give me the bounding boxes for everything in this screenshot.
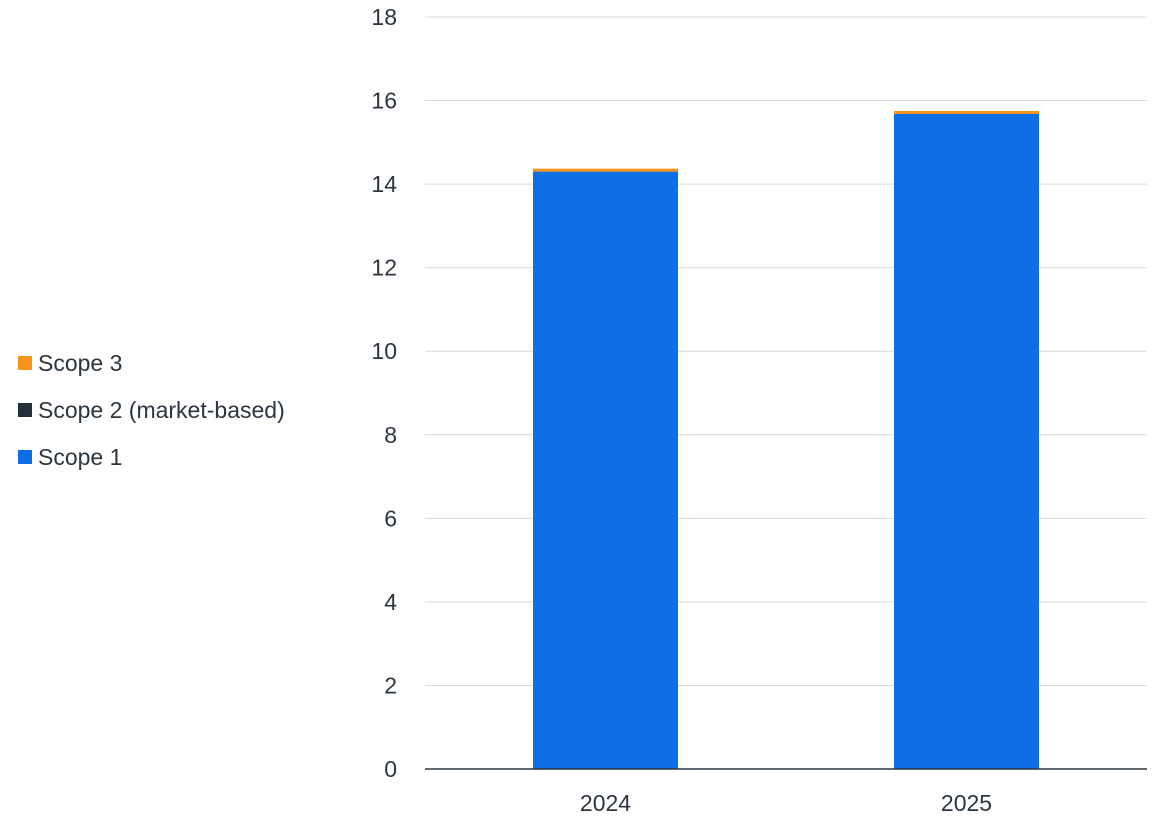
- y-tick-label: 4: [384, 589, 397, 615]
- y-tick-label: 8: [384, 422, 397, 448]
- x-tick-label: 2024: [580, 790, 631, 814]
- legend-swatch: [18, 450, 32, 464]
- y-tick-label: 10: [371, 338, 397, 364]
- y-tick-label: 18: [371, 4, 397, 30]
- legend-item: Scope 3: [18, 350, 285, 376]
- y-tick-label: 0: [384, 756, 397, 782]
- bar-segment-scope-1-2024: [533, 171, 678, 770]
- y-tick-label: 2: [384, 672, 397, 698]
- y-tick-label: 16: [371, 88, 397, 114]
- legend-label: Scope 2 (market-based): [38, 397, 285, 423]
- y-tick-label: 12: [371, 255, 397, 281]
- bar-segment-scope-3-2025: [894, 111, 1039, 114]
- y-tick-label: 6: [384, 505, 397, 531]
- legend-swatch: [18, 356, 32, 370]
- bar-segment-scope-1-2025: [894, 113, 1039, 770]
- legend-label: Scope 1: [38, 444, 123, 470]
- y-tick-label: 14: [371, 171, 397, 197]
- legend-label: Scope 3: [38, 350, 123, 376]
- bar-segment-scope-3-2024: [533, 168, 678, 172]
- x-tick-label: 2025: [941, 790, 992, 814]
- chart-legend: Scope 3 Scope 2 (market-based) Scope 1: [18, 350, 285, 470]
- legend-item: Scope 1: [18, 444, 285, 470]
- legend-swatch: [18, 403, 32, 417]
- legend-item: Scope 2 (market-based): [18, 397, 285, 423]
